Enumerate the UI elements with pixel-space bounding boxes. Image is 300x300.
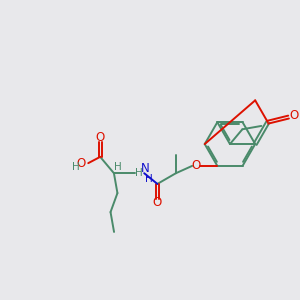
Text: O: O: [77, 157, 86, 169]
Text: O: O: [153, 196, 162, 209]
Text: H: H: [73, 162, 80, 172]
Text: H: H: [135, 168, 143, 178]
Text: O: O: [289, 109, 298, 122]
Text: H: H: [146, 174, 153, 184]
Text: H: H: [114, 162, 122, 172]
Text: O: O: [96, 131, 105, 144]
Text: N: N: [141, 162, 150, 175]
Text: O: O: [191, 159, 201, 172]
